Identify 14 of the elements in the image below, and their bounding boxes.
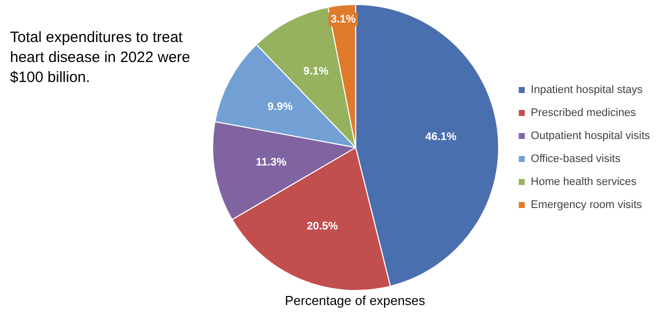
legend-label: Emergency room visits — [530, 199, 643, 212]
legend-label: Prescribed medicines — [530, 107, 636, 120]
legend-label: Office-based visits — [530, 153, 621, 166]
legend-label: Inpatient hospital stays — [530, 84, 644, 96]
text: Percentage of expenses — [284, 293, 426, 308]
data-label: 11.3% — [256, 156, 287, 168]
data-label: 9.9% — [268, 100, 293, 113]
data-label: 20.5% — [306, 220, 338, 233]
legend-label: Home health services — [530, 176, 638, 188]
data-label: 3.1% — [330, 13, 356, 26]
data-label: 9.1% — [303, 65, 329, 78]
data-label: 46.1% — [425, 131, 457, 144]
text: Total expenditures to treat heart disease in 2022 were $100 billion. — [10, 28, 192, 88]
legend-label: Outpatient hospital visits — [530, 130, 650, 142]
